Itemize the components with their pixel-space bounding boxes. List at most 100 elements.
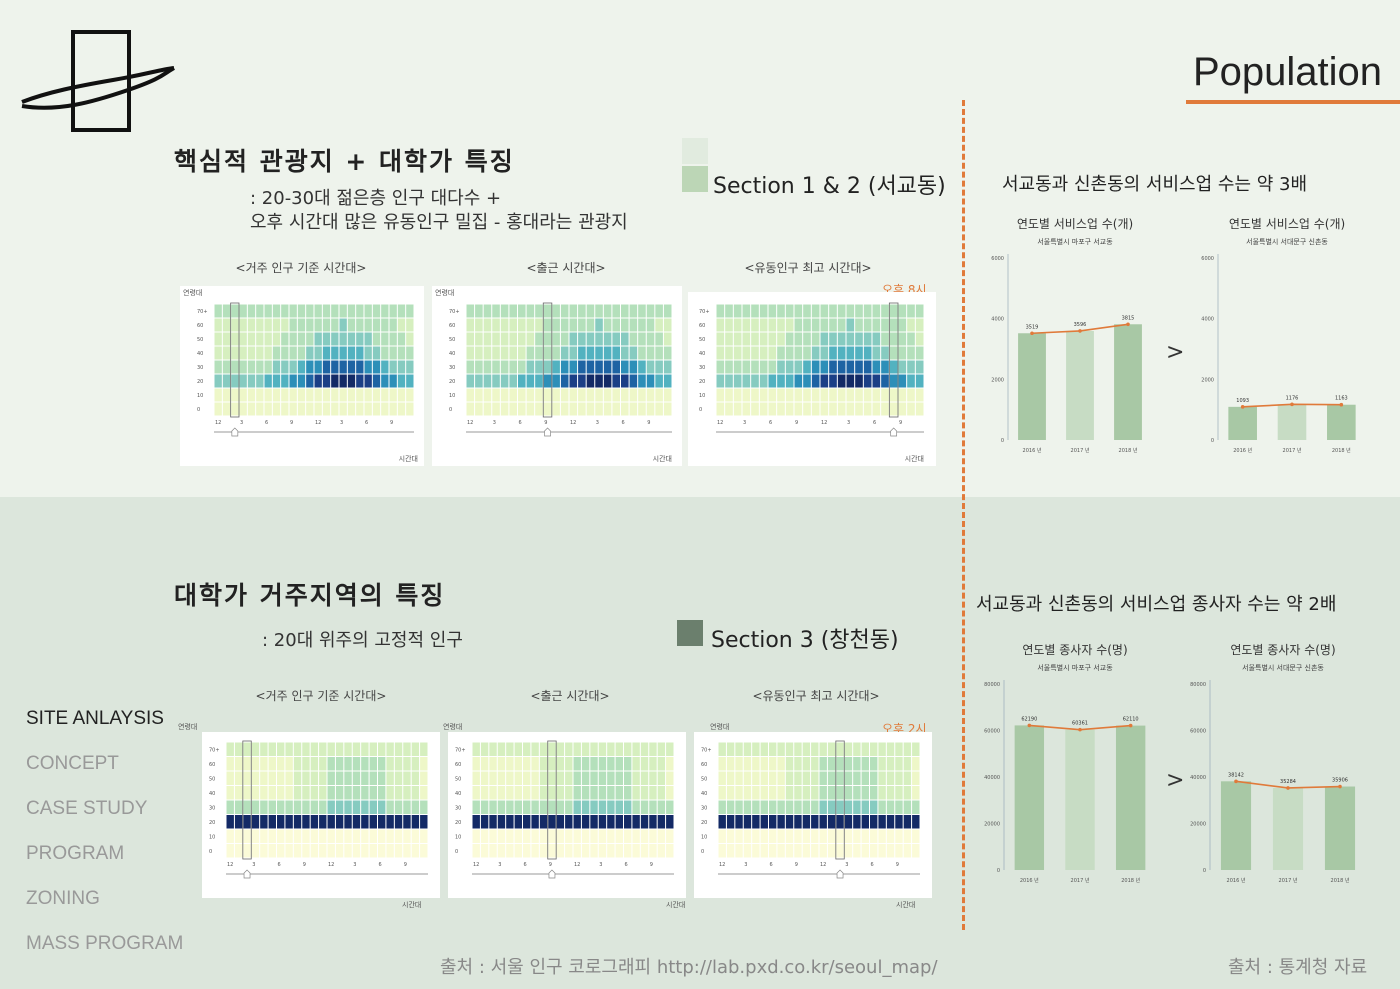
heatmap-cell bbox=[277, 786, 285, 800]
heatmap-cell bbox=[663, 318, 672, 332]
nav-mass-program[interactable]: MASS PROGRAM bbox=[26, 933, 184, 954]
time-highlight-box bbox=[542, 302, 553, 418]
heatmap-cell bbox=[573, 829, 581, 843]
heatmap-cell bbox=[603, 388, 612, 402]
heatmap-cell bbox=[548, 742, 556, 756]
heatmap-cell bbox=[560, 388, 569, 402]
heatmap-cell bbox=[535, 332, 543, 346]
heatmap-cell bbox=[335, 844, 344, 858]
heatmap-cell bbox=[531, 800, 539, 814]
heatmap-cell bbox=[811, 318, 820, 332]
heatmap-cell bbox=[573, 771, 581, 785]
heatmap-cell bbox=[247, 402, 256, 416]
heatmap-cell bbox=[743, 786, 752, 800]
heatmap-cell bbox=[518, 402, 526, 416]
heatmap-cell bbox=[356, 402, 364, 416]
heatmap-cell bbox=[306, 332, 314, 346]
heatmap-cell bbox=[590, 742, 598, 756]
heatmap-cell bbox=[621, 318, 629, 332]
age-tick-label: 40 bbox=[197, 351, 203, 357]
heatmap-cell bbox=[578, 304, 586, 318]
y-tick-label: 2000 bbox=[1201, 377, 1214, 383]
bottom-heading: 대학가 거주지역의 특징 bbox=[174, 581, 446, 610]
nav-case-study[interactable]: CASE STUDY bbox=[26, 798, 148, 819]
heatmap-cell bbox=[319, 742, 327, 756]
chart-title: 연도별 서비스업 수(개) bbox=[1017, 217, 1133, 231]
heatmap-cell bbox=[872, 374, 881, 388]
heatmap-cell bbox=[666, 815, 674, 829]
heatmap-cell bbox=[846, 402, 855, 416]
heatmap-cell bbox=[483, 374, 492, 388]
heatmap-cell bbox=[785, 304, 794, 318]
heatmap-cell bbox=[327, 786, 335, 800]
nav-concept[interactable]: CONCEPT bbox=[26, 753, 119, 774]
heatmap-cell bbox=[569, 360, 578, 374]
heatmap-cell bbox=[603, 346, 612, 360]
heatmap-cell bbox=[855, 304, 863, 318]
heatmap-cell bbox=[802, 800, 811, 814]
heatmap-cell bbox=[226, 757, 234, 771]
nav-site-analysis[interactable]: SITE ANLAYSIS bbox=[26, 708, 164, 729]
heatmap-cell bbox=[646, 332, 655, 346]
heatmap-cell bbox=[322, 402, 331, 416]
heatmap-cell bbox=[272, 332, 281, 346]
heatmap-cell bbox=[581, 815, 590, 829]
heatmap-cell bbox=[231, 388, 239, 402]
heatmap-cell bbox=[666, 800, 674, 814]
heatmap-cell bbox=[725, 374, 733, 388]
heatmap-cell bbox=[256, 332, 264, 346]
nav-zoning[interactable]: ZONING bbox=[26, 888, 100, 909]
heatmap-cell bbox=[573, 844, 581, 858]
heatmap-cell bbox=[523, 800, 531, 814]
heatmap-cell bbox=[752, 844, 760, 858]
heatmap-cell bbox=[243, 829, 251, 843]
heatmap-cell bbox=[361, 786, 369, 800]
heatmap-cell bbox=[666, 786, 674, 800]
heatmap-cell bbox=[733, 346, 742, 360]
heatmap-cell bbox=[369, 757, 377, 771]
heatmap-cell bbox=[548, 829, 556, 843]
heatmap-cell bbox=[381, 374, 389, 388]
heatmap-cell bbox=[514, 786, 522, 800]
heatmap-cell bbox=[526, 402, 535, 416]
age-tick-label: 40 bbox=[209, 791, 215, 797]
heatmap-cell bbox=[803, 388, 811, 402]
time-slider-handle-icon bbox=[548, 869, 556, 879]
heatmap-cell bbox=[803, 318, 811, 332]
hour-tick-label: 9 bbox=[390, 420, 393, 426]
nav-program[interactable]: PROGRAM bbox=[26, 843, 125, 864]
heatmap-cell bbox=[497, 815, 506, 829]
heatmap-cell bbox=[509, 374, 517, 388]
heatmap-cell bbox=[518, 304, 526, 318]
legend-swatch-mid bbox=[682, 166, 708, 192]
heatmap-cell bbox=[621, 346, 629, 360]
heatmap-cell bbox=[302, 771, 310, 785]
heatmap-cell bbox=[640, 786, 649, 800]
heatmap-cell bbox=[794, 829, 802, 843]
heatmap-cell bbox=[411, 844, 420, 858]
time-slider-handle-icon bbox=[544, 427, 551, 437]
y-axis-label: 연령대 bbox=[443, 723, 463, 731]
heatmap-cell bbox=[743, 742, 752, 756]
heatmap-cell bbox=[372, 360, 381, 374]
heatmap-cell bbox=[855, 346, 863, 360]
data-label: 60361 bbox=[1072, 721, 1088, 727]
heatmap-cell bbox=[855, 388, 863, 402]
heatmap-cell bbox=[403, 829, 411, 843]
heatmap-cell bbox=[846, 374, 855, 388]
heatmap-cell bbox=[389, 318, 397, 332]
heatmap-cell bbox=[331, 304, 339, 318]
heatmap-cell bbox=[863, 388, 872, 402]
data-label: 62190 bbox=[1021, 716, 1037, 722]
age-tick-label: 10 bbox=[197, 393, 203, 399]
top-heatmap-title-3: <유동인구 최고 시간대> bbox=[744, 261, 872, 275]
heatmap-cell bbox=[466, 388, 475, 402]
heatmap-cell bbox=[411, 786, 420, 800]
heatmap-cell bbox=[302, 844, 310, 858]
heatmap-cell bbox=[500, 360, 509, 374]
hour-tick-label: 6 bbox=[265, 420, 268, 426]
heatmap-cell bbox=[743, 829, 752, 843]
heatmap-cell bbox=[853, 786, 861, 800]
heatmap-cell bbox=[777, 388, 785, 402]
heatmap-cell bbox=[612, 360, 620, 374]
